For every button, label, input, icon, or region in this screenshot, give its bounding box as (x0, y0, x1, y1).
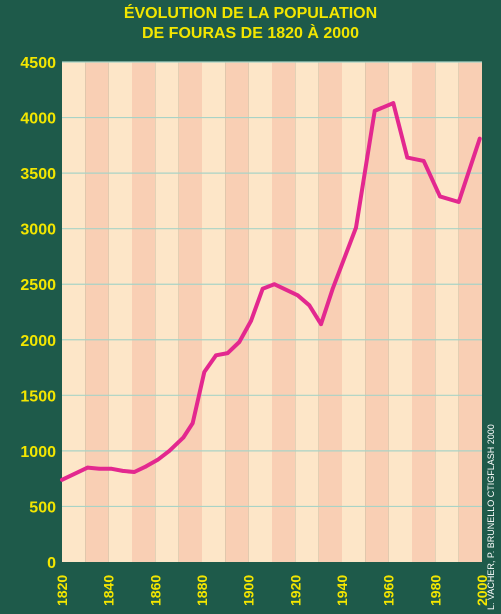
chart-title-line-1: ÉVOLUTION DE LA POPULATION (123, 5, 378, 22)
x-tick-label: 1860 (147, 575, 163, 606)
background-band (85, 62, 109, 562)
y-tick-label: 1500 (20, 388, 56, 405)
x-tick-label: 1900 (241, 575, 257, 606)
data-point (144, 464, 148, 469)
background-band (412, 62, 436, 562)
chart-title-line-2: DE FOURAS DE 1820 À 2000 (142, 25, 359, 42)
x-tick-label: 1960 (381, 575, 397, 606)
data-point (456, 200, 461, 204)
data-point (272, 282, 277, 287)
background-band (62, 62, 86, 562)
y-tick-label: 4000 (20, 111, 56, 128)
data-point (109, 466, 113, 471)
x-axis-tick-labels: 1820 1840 1860 1880 1900 1920 1940 1960 1980 2000 (54, 575, 490, 606)
credit-text: L. VACHER, P. BRUNELLO CTIGFLASH 2000 (486, 424, 496, 610)
data-point (214, 353, 218, 358)
data-point (319, 322, 323, 327)
x-tick-label: 1980 (427, 575, 443, 606)
data-point (181, 435, 186, 440)
data-point (249, 319, 253, 323)
data-point (260, 286, 265, 291)
data-point (202, 370, 207, 374)
background-band (155, 62, 179, 562)
background-band (178, 62, 202, 562)
y-tick-label: 1000 (20, 444, 56, 461)
background-band (342, 62, 366, 562)
y-axis-tick-labels: 0 500 1000 1500 2000 2500 3000 3500 4000 4500 (20, 55, 56, 572)
background-band (388, 62, 412, 562)
data-point (405, 155, 410, 160)
background-bands (62, 62, 482, 562)
x-tick-label: 2000 (474, 575, 490, 606)
population-series (60, 101, 482, 482)
y-tick-label: 2500 (20, 277, 56, 294)
chart-title: ÉVOLUTION DE LA POPULATION DE FOURAS DE … (0, 4, 501, 44)
background-band (458, 62, 482, 562)
background-band (225, 62, 249, 562)
background-band (318, 62, 342, 562)
y-tick-label: 0 (47, 555, 56, 572)
background-band (272, 62, 296, 562)
y-tick-label: 3500 (20, 166, 56, 183)
background-band (202, 62, 226, 562)
x-tick-label: 1840 (101, 575, 117, 606)
data-point (330, 286, 335, 291)
y-tick-label: 4500 (20, 55, 56, 72)
horizontal-gridlines (62, 61, 482, 508)
x-tick-label: 1920 (287, 575, 303, 606)
data-point (167, 449, 172, 453)
y-tick-label: 2000 (20, 333, 56, 350)
data-point (477, 136, 482, 141)
x-tick-label: 1880 (194, 575, 210, 606)
data-point (97, 466, 102, 471)
data-point (438, 194, 442, 199)
background-band (108, 62, 132, 562)
background-band (365, 62, 389, 562)
background-band (295, 62, 319, 562)
population-line (60, 101, 482, 482)
data-point (225, 351, 230, 355)
data-point (295, 293, 300, 298)
background-band (248, 62, 272, 562)
y-tick-label: 3000 (20, 222, 56, 239)
x-tick-label: 1940 (334, 575, 350, 606)
data-point (155, 457, 160, 462)
x-tick-label: 1820 (54, 575, 70, 606)
data-point (354, 225, 358, 230)
data-point (391, 101, 396, 105)
background-band (132, 62, 156, 562)
data-point (237, 340, 242, 344)
background-band (435, 62, 459, 562)
y-tick-label: 500 (29, 499, 56, 516)
data-point (190, 421, 195, 425)
data-point (307, 303, 312, 308)
data-point (372, 109, 377, 113)
data-point (132, 470, 137, 474)
data-point (85, 465, 90, 470)
data-point (120, 469, 125, 473)
data-point (421, 159, 426, 163)
data-point (60, 477, 64, 482)
